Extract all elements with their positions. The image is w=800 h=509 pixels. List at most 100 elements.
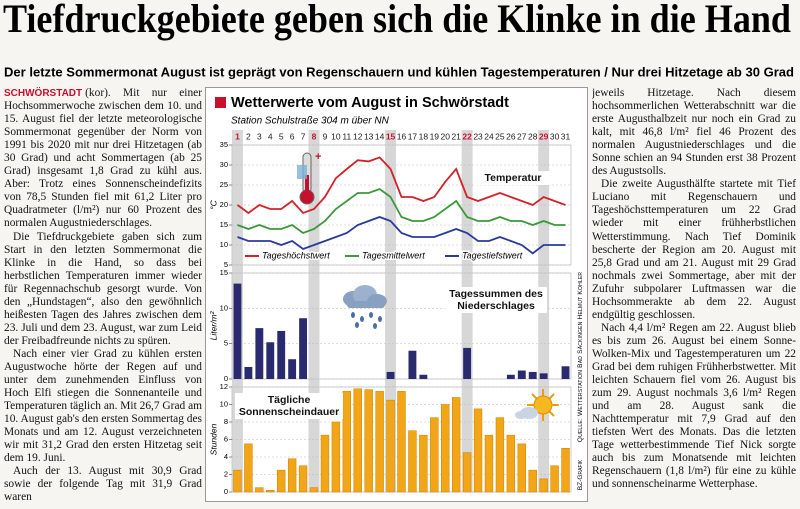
- sun-icon: [515, 389, 559, 421]
- bar: [441, 404, 450, 493]
- bar: [528, 469, 537, 493]
- day-label: 29: [539, 131, 549, 141]
- day-label: 2: [246, 131, 251, 141]
- bar: [309, 487, 319, 493]
- day-label: 16: [397, 131, 407, 141]
- day-label: 11: [342, 131, 351, 141]
- bar: [463, 347, 472, 379]
- bar: [473, 408, 483, 493]
- bar: [244, 366, 253, 379]
- day-label: 10: [331, 131, 341, 141]
- panel-label: Tagessummen des Niederschlages: [445, 287, 547, 313]
- day-label: 3: [257, 131, 262, 141]
- bar: [419, 374, 428, 379]
- highlight-stripe: [308, 130, 320, 492]
- y-tick-label: 10: [220, 399, 228, 408]
- bar: [298, 465, 308, 493]
- bar: [386, 371, 395, 379]
- panel-label: Temperatur: [475, 171, 551, 185]
- bar: [506, 434, 516, 493]
- y-axis-label: Stunden: [208, 423, 218, 455]
- y-tick-label: 25: [220, 180, 228, 189]
- day-label: 8: [312, 131, 317, 141]
- bar: [255, 328, 264, 379]
- day-label: 7: [301, 131, 306, 141]
- temperature-line: [237, 216, 566, 255]
- day-label: 13: [364, 131, 374, 141]
- y-tick-label: 10: [220, 303, 228, 312]
- y-tick-label: 30: [220, 160, 228, 169]
- y-tick-label: 0: [224, 487, 228, 496]
- paragraph-text: (kor). Mit nur einer Hochsommerwoche zwi…: [4, 87, 202, 230]
- bar: [561, 448, 570, 493]
- y-tick-label: 20: [220, 200, 228, 209]
- bar: [255, 487, 264, 493]
- bar: [364, 389, 373, 493]
- day-label: 1: [235, 131, 240, 141]
- day-label: 18: [419, 131, 429, 141]
- day-label: 15: [386, 131, 396, 141]
- left-column: SCHWÖRSTADT (kor). Mit nur einer Hochsomm…: [4, 87, 202, 507]
- subheadline: Der letzte Sommermonat August ist gepräg…: [4, 64, 794, 79]
- bar: [408, 430, 417, 493]
- bar: [244, 443, 253, 493]
- bar: [233, 469, 242, 493]
- paragraph: Nach 4,4 l/m² Regen am 22. August blieb …: [592, 321, 796, 491]
- icons: +: [297, 151, 559, 421]
- y-tick-label: 2: [224, 469, 228, 478]
- bar: [266, 490, 275, 493]
- source-note: Quelle: Wetterstation Bad Säckingen Helm…: [577, 272, 584, 443]
- day-label: 30: [550, 131, 560, 141]
- bar: [277, 330, 286, 379]
- day-label: 12: [353, 131, 363, 141]
- paragraph: Nach einer vier Grad zu kühlen ersten Au…: [4, 347, 202, 465]
- headline: Tiefdruckgebiete geben sich die Klinke i…: [3, 0, 791, 41]
- bar: [386, 399, 395, 493]
- chart-subtitle: Station Schulstraße 304 m über NN: [231, 116, 390, 127]
- day-label: 26: [506, 131, 516, 141]
- day-label: 27: [517, 131, 527, 141]
- y-tick-label: 10: [220, 240, 228, 249]
- panel-label: Tägliche Sonnenscheindauer: [235, 393, 343, 419]
- day-label: 23: [473, 131, 483, 141]
- bar: [430, 417, 439, 493]
- y-tick-label: 5: [224, 339, 228, 348]
- y-tick-label: 15: [220, 268, 228, 277]
- bar: [408, 350, 417, 379]
- legend-label: Tageshöchstwert: [262, 250, 330, 260]
- bar: [419, 434, 428, 493]
- right-column: jeweils Hitzetage. Nach diesem hochsomme…: [592, 87, 796, 507]
- paragraph: Die zweite Augusthälfte startete mit Tie…: [592, 178, 796, 321]
- temperature-line: [237, 187, 566, 235]
- bar: [561, 366, 570, 379]
- bar: [288, 359, 297, 379]
- bar: [495, 417, 505, 493]
- paragraph: Die Tiefdruckgebiete gaben sich zum Star…: [4, 230, 202, 347]
- bar: [277, 469, 286, 493]
- day-label: 6: [290, 131, 295, 141]
- bar: [528, 371, 537, 379]
- day-label: 20: [441, 131, 451, 141]
- day-label: 24: [484, 131, 494, 141]
- day-label: 28: [528, 131, 538, 141]
- bar: [287, 458, 297, 493]
- y-tick-label: 4: [224, 452, 228, 461]
- y-axis-label: °C: [208, 199, 218, 209]
- thermometer-icon: +: [297, 151, 321, 205]
- dateline: SCHWÖRSTADT: [4, 88, 83, 99]
- bar: [331, 421, 341, 493]
- header: Tiefdruckgebiete geben sich die Klinke i…: [3, 0, 794, 79]
- title-marker: [215, 97, 226, 108]
- bar: [517, 443, 526, 493]
- legend-label: Tagesmittelwert: [362, 250, 425, 260]
- svg-text:+: +: [315, 151, 321, 163]
- credit-note: BZ-Grafik: [577, 459, 584, 490]
- day-label: 9: [323, 131, 328, 141]
- bar: [397, 391, 406, 493]
- y-tick-label: 0: [224, 374, 228, 383]
- paragraph: Auch der 13. August mit 30,9 Grad sowie …: [4, 465, 202, 504]
- y-tick-label: 15: [220, 220, 228, 229]
- bar: [539, 373, 548, 379]
- bar: [320, 434, 330, 493]
